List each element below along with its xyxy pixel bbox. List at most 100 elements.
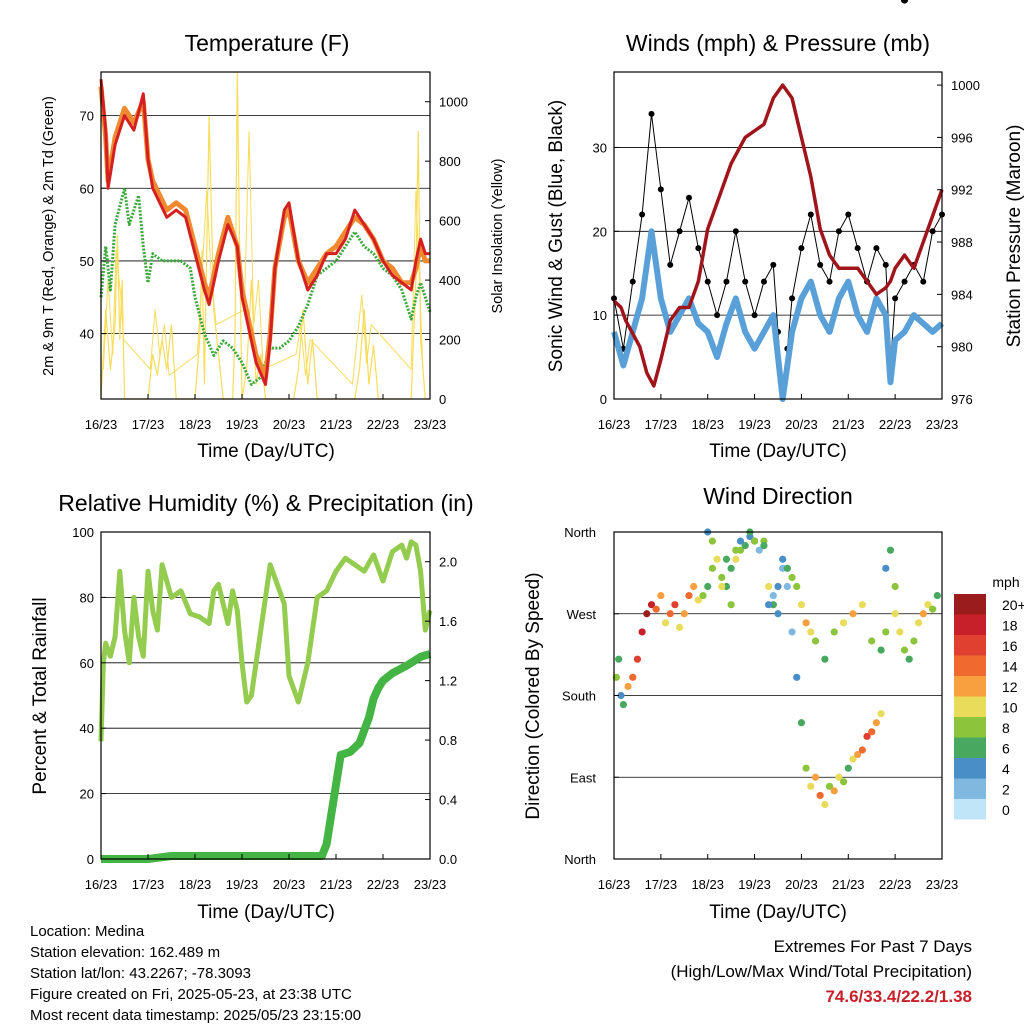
- station-elevation: Station elevation: 162.489 m: [30, 944, 221, 961]
- colorbar-swatch: [954, 696, 986, 717]
- winds-x-label: Time (Day/UTC): [709, 441, 847, 462]
- winds-series: [611, 83, 945, 402]
- y-tick-label: 800: [439, 154, 461, 169]
- gust-point: [854, 245, 861, 252]
- direction-point: [765, 601, 773, 609]
- x-tick-label: 17/23: [132, 417, 165, 432]
- colorbar-swatch: [954, 614, 986, 635]
- humidity-precip-panel: Relative Humidity (%) & Precipitation (i…: [30, 490, 474, 923]
- direction-point: [882, 564, 890, 572]
- y-tick-label: 0.8: [439, 733, 457, 748]
- pressure-line: [612, 83, 944, 388]
- precipitation-line: [101, 650, 432, 863]
- y-tick-label: 600: [439, 214, 461, 229]
- direction-point: [788, 628, 796, 636]
- direction-point: [633, 655, 642, 663]
- direction-point: [643, 610, 651, 618]
- winds-pressure-panel: Winds (mph) & Pressure (mb) 16/23 17/23 18…: [546, 30, 1024, 462]
- x-tick-label: 21/23: [832, 877, 865, 892]
- direction-point: [676, 623, 684, 631]
- humidity-y2-ticks: 0.0 0.4 0.8 1.2 1.6 2.0: [425, 555, 457, 867]
- winds-y-label: Sonic Wind & Gust (Blue, Black): [546, 100, 567, 372]
- direction-point: [872, 719, 881, 727]
- y-tick-label: 60: [80, 656, 94, 671]
- direction-point: [615, 655, 623, 663]
- humidity-x-ticks: 16/23 17/23 18/23 19/23 20/23 21/23 22/23 23/23: [85, 854, 446, 892]
- direction-point: [844, 764, 852, 772]
- colorbar-label: 12: [1002, 679, 1018, 695]
- winds-plot-frame: [613, 71, 943, 400]
- direction-point: [617, 691, 625, 700]
- winds-title: Winds (mph) & Pressure (mb): [626, 30, 930, 56]
- x-tick-label: 18/23: [691, 417, 724, 432]
- x-tick-label: 17/23: [645, 877, 678, 892]
- gust-point: [807, 211, 814, 218]
- y-tick-label: 10: [593, 308, 607, 323]
- gust-point: [657, 186, 664, 193]
- x-tick-label: 20/23: [785, 417, 818, 432]
- colorbar-title: mph: [992, 574, 1019, 590]
- direction-point: [858, 746, 866, 754]
- direction-point: [919, 610, 927, 618]
- y-tick-label: 30: [593, 140, 607, 155]
- direction-point: [891, 610, 899, 618]
- direction-point: [727, 564, 735, 572]
- x-tick-label: 21/23: [320, 417, 353, 432]
- colorbar-label: 18: [1002, 618, 1018, 634]
- direction-point: [816, 791, 824, 800]
- x-tick-label: 17/23: [645, 417, 678, 432]
- gust-point: [845, 211, 852, 218]
- solar-insolation-line-2: [102, 130, 424, 385]
- y-tick-label: 50: [80, 254, 94, 269]
- x-tick-label: 20/23: [273, 417, 306, 432]
- direction-point: [830, 628, 838, 636]
- direction-point: [788, 573, 796, 582]
- solar-insolation-line: [100, 71, 430, 400]
- y-tick-label: North: [564, 525, 596, 540]
- direction-point: [694, 596, 702, 604]
- extremes-title: Extremes For Past 7 Days: [773, 937, 972, 956]
- temperature-panel: Temperature (F) 16/23 17/23 18/23 19/23 20/2…: [41, 30, 506, 462]
- colorbar-swatch: [954, 655, 986, 676]
- y-tick-label: 20: [593, 224, 607, 239]
- y-tick-label: East: [570, 770, 596, 785]
- station-info: Location: Medina Station elevation: 162.…: [30, 921, 361, 1026]
- direction-point: [929, 605, 937, 613]
- direction-point: [722, 555, 731, 563]
- direction-point: [882, 628, 890, 636]
- direction-point: [886, 546, 895, 554]
- colorbar-swatch: [954, 717, 986, 738]
- direction-point: [821, 800, 829, 809]
- y-tick-label: 2.0: [439, 555, 457, 570]
- gust-point: [826, 278, 833, 285]
- y-tick-label: 996: [951, 130, 973, 145]
- y-tick-label: 0: [87, 852, 94, 867]
- y-tick-label: 1000: [439, 95, 468, 110]
- gust-point: [929, 228, 936, 235]
- direction-point: [718, 573, 726, 582]
- direction-point: [840, 778, 848, 786]
- y-tick-label: 200: [439, 333, 461, 348]
- y-tick-label: 0: [439, 392, 446, 407]
- temperature-x-label: Time (Day/UTC): [197, 441, 335, 462]
- direction-point: [863, 732, 871, 740]
- wind-direction-x-label: Time (Day/UTC): [709, 902, 847, 923]
- colorbar-swatch: [954, 799, 986, 820]
- wind-direction-points: [612, 0, 941, 809]
- y-tick-label: 976: [951, 392, 973, 407]
- gust-point: [760, 278, 767, 285]
- x-tick-label: 19/23: [738, 877, 771, 892]
- direction-point: [821, 655, 829, 663]
- temperature-2m-line: [99, 79, 430, 386]
- gust-point: [742, 278, 749, 285]
- x-tick-label: 16/23: [85, 417, 118, 432]
- temperature-x-ticks: 16/23 17/23 18/23 19/23 20/23 21/23 22/23 23/23: [85, 394, 447, 432]
- humidity-y-ticks: 0 20 40 60 80 100: [72, 525, 106, 867]
- gust-point: [817, 261, 824, 268]
- x-tick-label: 23/23: [414, 417, 447, 432]
- direction-point: [769, 591, 777, 600]
- y-tick-label: West: [567, 607, 597, 622]
- direction-point: [624, 682, 632, 691]
- humidity-series: [98, 539, 433, 863]
- direction-point: [774, 582, 782, 591]
